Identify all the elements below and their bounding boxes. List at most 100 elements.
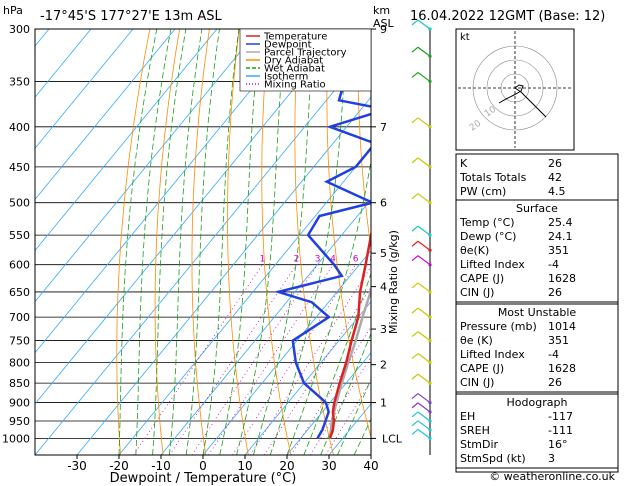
most-unstable-label: CIN (J) [460, 376, 494, 389]
isotherm-line [202, 249, 371, 455]
wet-adiabat-line [169, 29, 203, 455]
surface-value: 25.4 [548, 216, 573, 229]
most-unstable-label: θe (K) [460, 334, 493, 347]
wind-barb-staff [417, 393, 431, 404]
wet-adiabat-line [236, 29, 286, 455]
wind-barb-flag [411, 428, 419, 435]
wind-barb-staff [417, 331, 431, 342]
surface-value: -4 [548, 258, 559, 271]
dewpoint-line [273, 47, 371, 440]
wet-adiabat-line [303, 272, 371, 455]
most-unstable-label: Pressure (mb) [460, 320, 537, 333]
tables-frame [455, 153, 619, 473]
pressure-tick-label: 650 [9, 286, 30, 299]
index-value: 42 [548, 171, 562, 184]
mixing-ratio-line [208, 264, 334, 455]
index-value: 26 [548, 157, 562, 170]
mixing-ratio-label: 4 [330, 255, 336, 265]
height-tick-label: 1 [380, 397, 387, 410]
wind-barb-column [411, 19, 432, 455]
stability-tables: K 26 Totals Totals 42 PW (cm) 4.5 SurfaceTemp … [455, 153, 619, 473]
wind-barb-staff [417, 402, 431, 413]
surface-value: 1628 [548, 272, 576, 285]
dry-adiabat-lines [116, 29, 371, 455]
pressure-unit-label: hPa [3, 4, 23, 17]
mixing-ratio-label: 6 [353, 255, 359, 265]
wind-barb-flag [411, 71, 419, 78]
wind-barb-flag [411, 411, 419, 418]
dry-adiabat-line [357, 29, 371, 252]
legend-label: Dewpoint [264, 40, 312, 51]
isotherm-line [35, 45, 371, 455]
mixing-ratio-label: 15 [405, 255, 416, 265]
height-tick-label: 2 [380, 359, 387, 372]
isotherm-line [35, 29, 134, 149]
wet-adiabat-line [118, 29, 158, 455]
height-tick-label: 6 [380, 197, 387, 210]
mixing-ratio-axis-title: Mixing Ratio (g/kg) [387, 230, 400, 334]
height-tick-label: 3 [380, 323, 387, 336]
most-unstable-label: CAPE (J) [460, 362, 504, 375]
height-axis: 9 7 6 5 4 3 2 1 LCL [370, 23, 403, 455]
pressure-tick-label: 900 [9, 397, 30, 410]
dry-adiabat-line [294, 29, 334, 455]
pressure-tick-label: 950 [9, 415, 30, 428]
temperature-line [328, 230, 371, 439]
wind-barb-staff [417, 353, 431, 364]
pressure-tick-label: 700 [9, 311, 30, 324]
wet-adiabat-line [219, 29, 261, 455]
temperature-tick-label: 40 [363, 459, 378, 473]
temperature-tick-label: 20 [279, 459, 294, 473]
wind-barb-staff [417, 373, 431, 384]
hodograph-table-label: StmDir [460, 438, 499, 451]
temperature-tick-label: 0 [199, 459, 207, 473]
hodograph-unit-label: kt [460, 32, 470, 43]
hodograph-table-value: 16° [548, 438, 568, 451]
wind-barb-flag [411, 402, 419, 409]
wet-adiabat-line [320, 332, 371, 455]
wind-barb-staff [417, 46, 431, 57]
hodograph-table-label: StmSpd (kt) [460, 452, 526, 465]
wind-barb-staff [417, 428, 431, 439]
lcl-label: LCL [382, 432, 403, 445]
most-unstable-label: Lifted Index [460, 348, 525, 361]
surface-label: CAPE (J) [460, 272, 504, 285]
wind-barb-staff [417, 193, 431, 204]
hodograph-table-label: SREH [460, 424, 490, 437]
surface-label: Dewp (°C) [460, 230, 516, 243]
plot-frame [34, 28, 372, 456]
index-value: 4.5 [548, 185, 566, 198]
km-label: km [373, 4, 390, 17]
surface-box [455, 199, 619, 303]
wind-barb-flag [411, 282, 419, 289]
surface-label: θe(K) [460, 244, 489, 257]
most-unstable-value: 26 [548, 376, 562, 389]
hodograph-table-box [455, 393, 619, 469]
hodograph-table-title: Hodograph [507, 396, 568, 409]
mixing-ratio-label: 1 [260, 255, 266, 265]
wind-barb-flag [411, 19, 419, 26]
wet-adiabat-line [135, 29, 172, 455]
dry-adiabat-line [116, 29, 151, 455]
wet-adiabat-line [286, 158, 371, 455]
dry-adiabat-line [154, 29, 181, 455]
wind-barb-flag [411, 331, 419, 338]
wind-barb-flag [411, 255, 419, 262]
most-unstable-value: 351 [548, 334, 569, 347]
wind-barb-staff [417, 225, 431, 236]
surface-value: 26 [548, 286, 562, 299]
isotherm-line [118, 147, 371, 455]
mixing-ratio-label: 2 [294, 255, 300, 265]
hodograph-table-value: -117 [548, 410, 573, 423]
index-label: Totals Totals [459, 171, 527, 184]
pressure-tick-label: 850 [9, 377, 30, 390]
isotherm-line [35, 29, 302, 354]
most-unstable-value: -4 [548, 348, 559, 361]
temperature-tick-label: -30 [67, 459, 87, 473]
temperature-tick-label: -20 [109, 459, 129, 473]
x-axis-title: Dewpoint / Temperature (°C) [110, 471, 297, 486]
temperature-tick-label: -10 [151, 459, 171, 473]
hodograph-table-value: 3 [548, 452, 555, 465]
mixing-ratio-line [169, 264, 297, 455]
